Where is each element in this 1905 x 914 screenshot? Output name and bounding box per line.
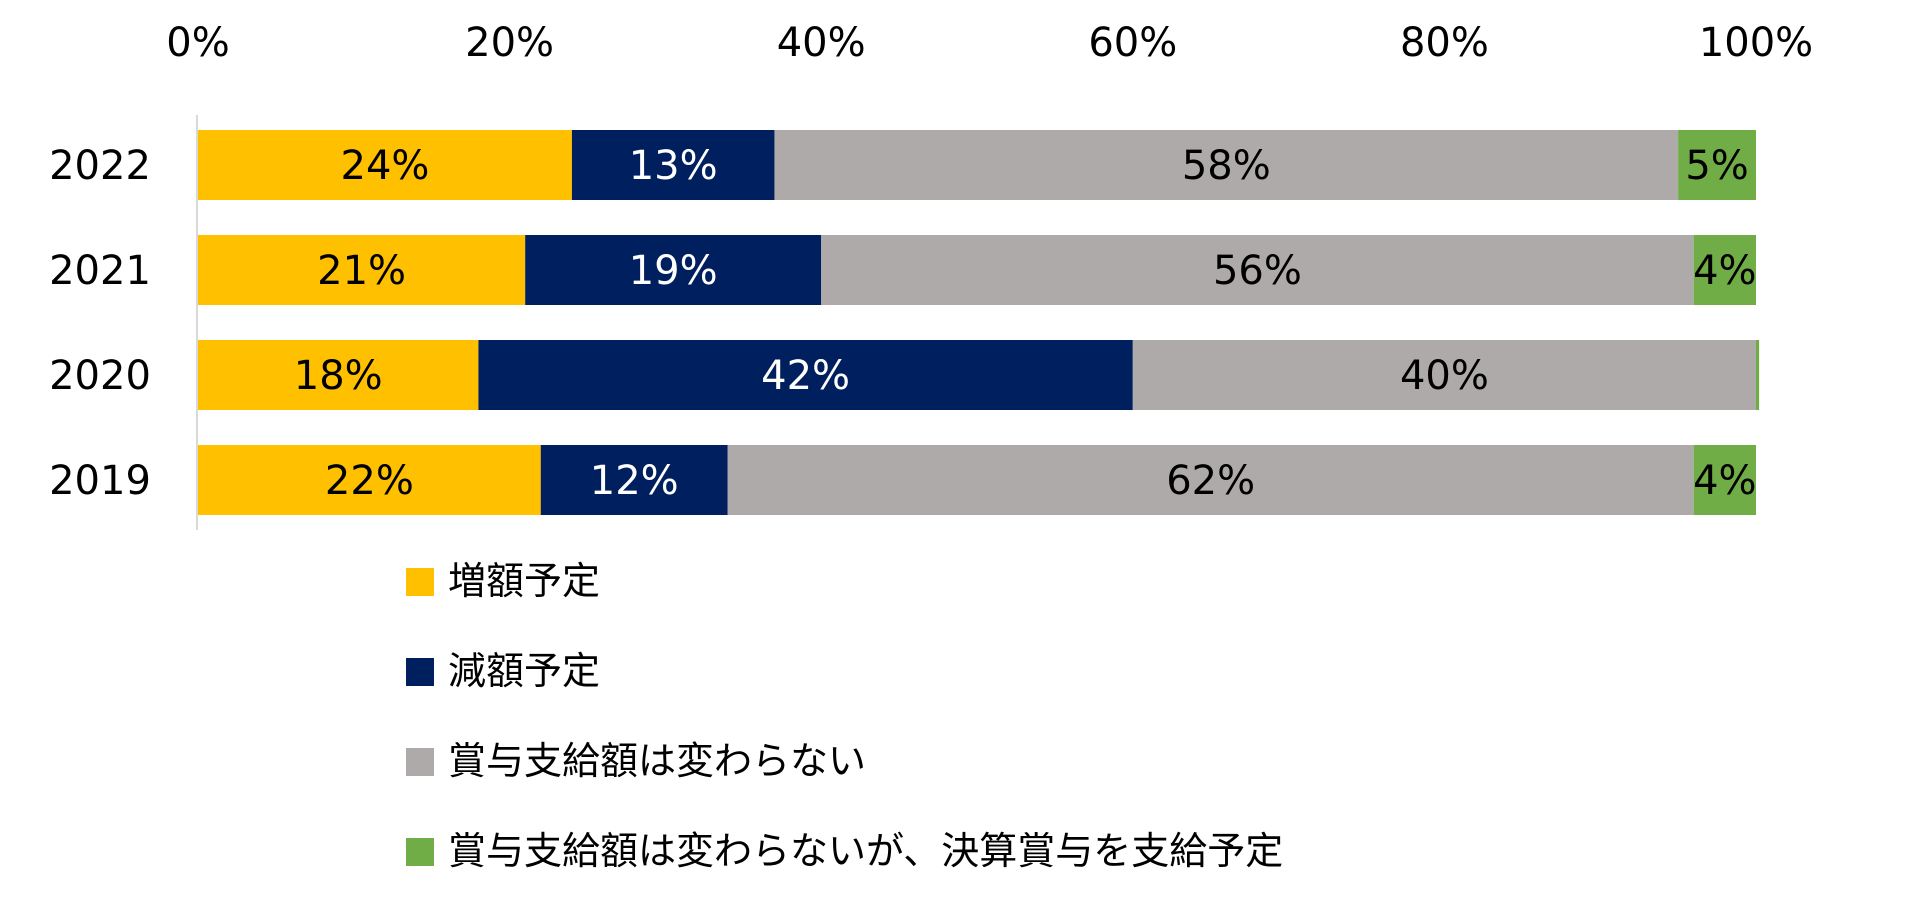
data-label: 58% — [1182, 143, 1271, 189]
bar-segment — [774, 130, 1679, 200]
bar-segment — [1693, 445, 1756, 515]
bar-segment — [1756, 340, 1760, 410]
data-label: 56% — [1213, 248, 1302, 294]
data-label: 12% — [590, 458, 679, 504]
x-tick-label: 60% — [1088, 20, 1177, 66]
data-label: 24% — [341, 143, 430, 189]
x-axis-tick-labels: 0% 20% 40% 60% 80% 100% — [166, 20, 1813, 66]
x-tick-label: 20% — [465, 20, 554, 66]
bar-segment — [525, 235, 822, 305]
data-label: 18% — [294, 353, 383, 399]
x-tick-label: 0% — [166, 20, 229, 66]
legend: 増額予定減額予定賞与支給額は変わらない賞与支給額は変わらないが、決算賞与を支給予… — [406, 559, 1283, 873]
bar-segment — [198, 340, 479, 410]
category-labels: 2022 2021 2020 2019 — [49, 143, 151, 504]
legend-swatch — [406, 568, 434, 596]
data-label: 5% — [1685, 143, 1748, 189]
category-label: 2022 — [49, 143, 151, 189]
bar-segment — [1132, 340, 1756, 410]
bar-segment — [478, 340, 1133, 410]
data-label: 40% — [1400, 353, 1489, 399]
bar-segment — [540, 445, 728, 515]
legend-label: 減額予定 — [448, 649, 600, 693]
legend-label: 賞与支給額は変わらない — [448, 739, 866, 783]
bar-segment — [571, 130, 775, 200]
data-label: 13% — [629, 143, 718, 189]
data-label: 4% — [1693, 458, 1756, 504]
bar-segment — [821, 235, 1694, 305]
legend-swatch — [406, 838, 434, 866]
category-label: 2020 — [49, 353, 151, 399]
data-label: 19% — [629, 248, 718, 294]
x-tick-label: 100% — [1699, 20, 1813, 66]
data-label: 62% — [1166, 458, 1255, 504]
category-label: 2021 — [49, 248, 151, 294]
data-label: 42% — [761, 353, 850, 399]
bar-segment — [198, 445, 541, 515]
bars — [198, 130, 1760, 515]
data-label: 21% — [317, 248, 406, 294]
data-label: 22% — [325, 458, 414, 504]
data-labels: 24% 13% 58% 5% 21% 19% 56% 4% 18% 42% 40% 22% 12% 62%… — [294, 143, 1757, 504]
legend-swatch — [406, 658, 434, 686]
bar-segment — [198, 130, 572, 200]
data-label: 4% — [1693, 248, 1756, 294]
bar-segment — [1678, 130, 1756, 200]
bar-segment — [1693, 235, 1756, 305]
legend-label: 増額予定 — [448, 559, 600, 603]
bar-segment — [727, 445, 1694, 515]
bar-segment — [198, 235, 526, 305]
legend-label: 賞与支給額は変わらないが、決算賞与を支給予定 — [448, 829, 1283, 873]
legend-swatch — [406, 748, 434, 776]
x-tick-label: 40% — [777, 20, 866, 66]
x-tick-label: 80% — [1400, 20, 1489, 66]
category-label: 2019 — [49, 458, 151, 504]
